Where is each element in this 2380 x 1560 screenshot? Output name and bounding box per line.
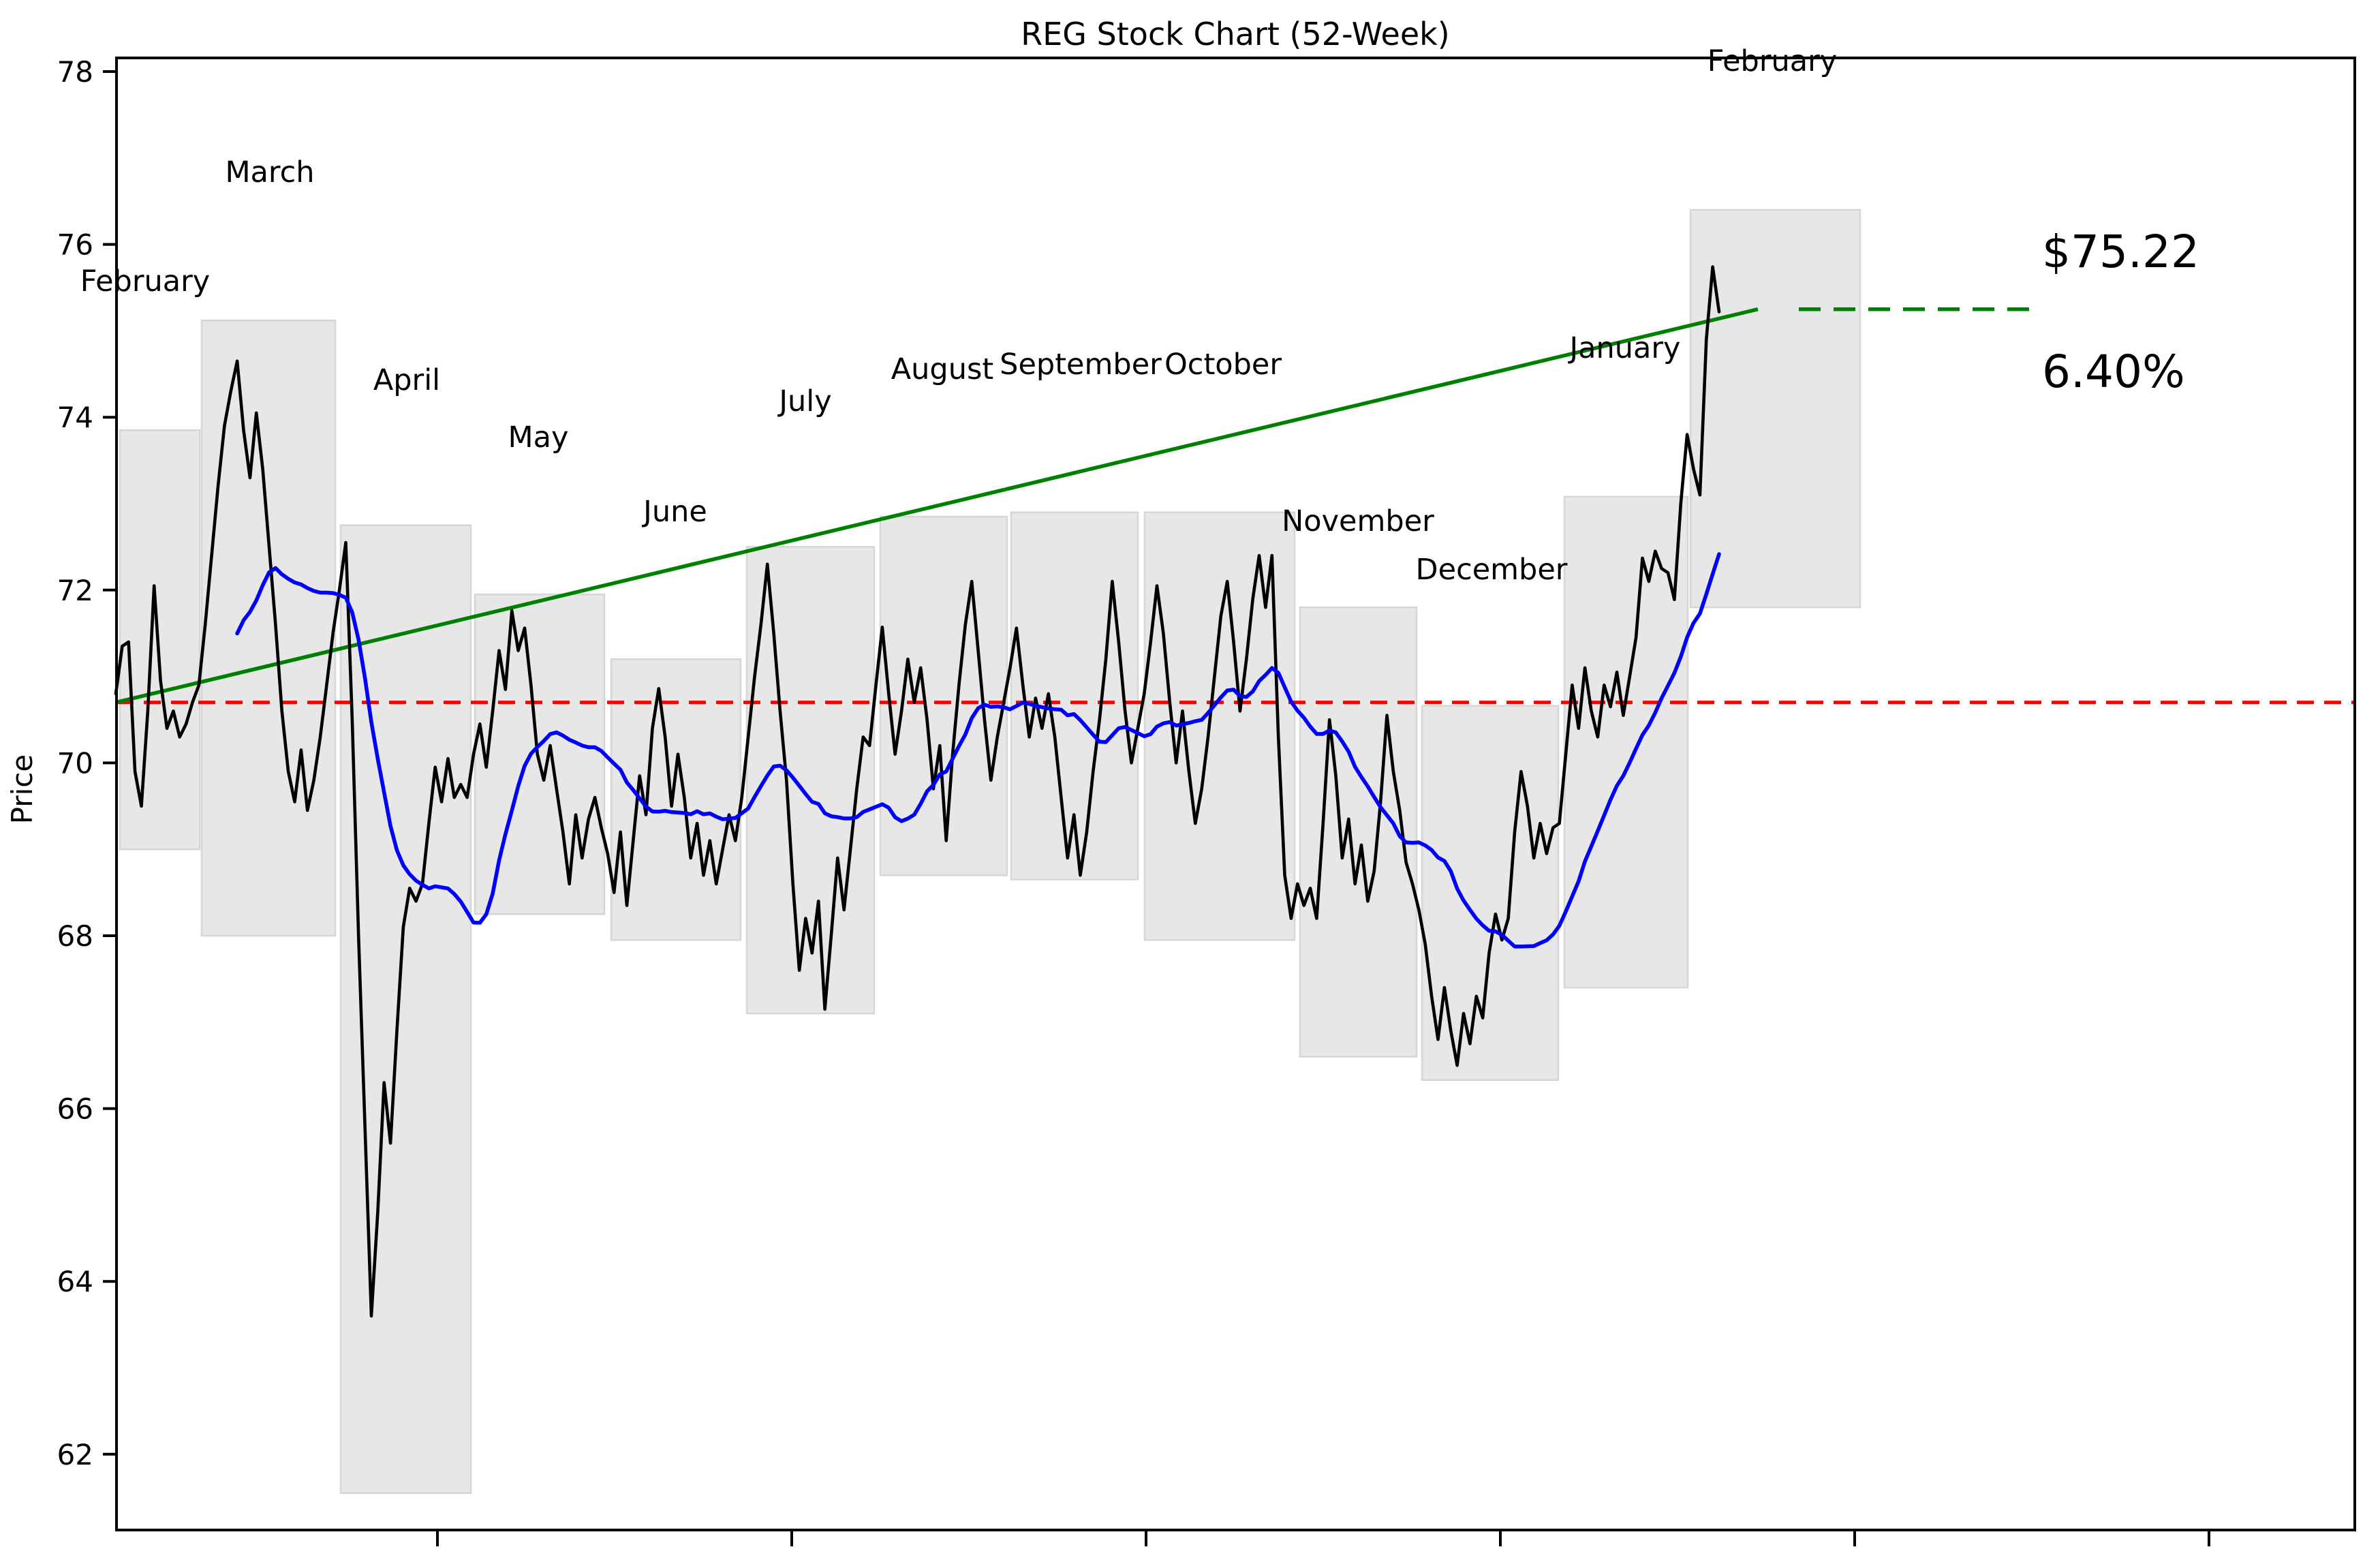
month-range-box	[610, 658, 742, 941]
price-line	[114, 265, 1721, 1318]
y-tick-label: 76	[57, 228, 93, 262]
y-tick-label: 68	[57, 919, 93, 953]
y-tick-label: 64	[57, 1265, 93, 1298]
y-tick-label: 74	[57, 401, 93, 434]
chart-title: REG Stock Chart (52-Week)	[1021, 16, 1449, 52]
y-tick-label: 62	[57, 1438, 93, 1471]
month-range-box	[1689, 209, 1861, 609]
ma-line	[235, 552, 1721, 949]
month-labels: February March April May June July August Septe…	[80, 44, 1838, 587]
month-label: May	[508, 420, 569, 455]
month-range-box	[474, 593, 606, 915]
y-tick-label: 70	[57, 746, 93, 780]
plot-border	[115, 57, 2356, 1531]
month-label: December	[1416, 553, 1568, 587]
month-label: February	[1707, 44, 1838, 78]
month-label: March	[225, 155, 314, 189]
month-label: August	[891, 352, 993, 386]
month-label: April	[373, 363, 440, 397]
change-percent-label: 6.40%	[2042, 346, 2185, 398]
month-label: July	[777, 384, 831, 418]
month-label: November	[1282, 504, 1434, 538]
month-range-box	[745, 546, 876, 1015]
month-range-boxes	[119, 209, 1861, 1495]
month-label: February	[80, 264, 211, 299]
last-price-label: $75.22	[2042, 226, 2199, 278]
trend-line	[115, 307, 1759, 705]
month-label: June	[641, 495, 707, 529]
month-range-box	[119, 429, 201, 851]
month-label: October	[1164, 348, 1282, 382]
y-axis-ticks: 78 76 74 72 70 68 66 64 62	[57, 55, 117, 1471]
y-tick-label: 72	[57, 574, 93, 607]
month-range-box	[200, 319, 337, 937]
month-range-box	[1563, 495, 1689, 989]
month-range-box	[1421, 705, 1560, 1082]
month-label: January	[1567, 331, 1680, 365]
x-axis-ticks	[436, 1530, 2210, 1546]
y-tick-label: 66	[57, 1092, 93, 1126]
month-label: September	[1000, 348, 1162, 382]
y-axis-label: Price	[5, 754, 39, 824]
y-tick-label: 78	[57, 55, 93, 89]
